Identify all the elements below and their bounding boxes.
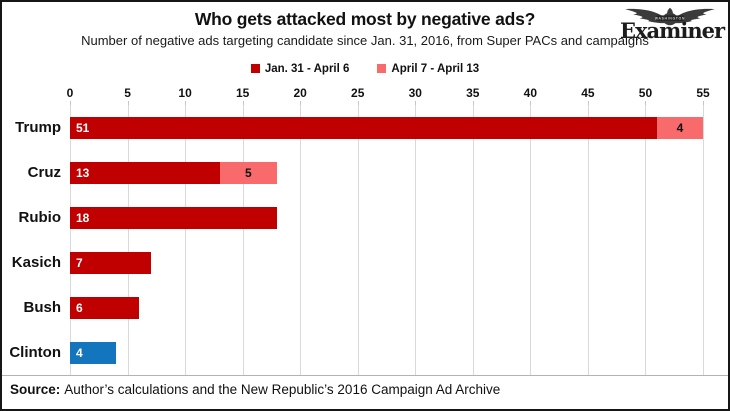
x-axis-label-10: 10 [178,86,192,100]
bar-trump-series2: 4 [656,116,703,139]
legend-swatch-series1 [250,64,260,73]
x-axis-tick [530,101,532,105]
gridline [645,105,647,375]
x-axis-label-20: 20 [293,86,307,100]
gridline [703,105,704,375]
bar-value-label: 4 [676,120,684,135]
x-axis-label-0: 0 [66,86,74,100]
bar-rubio-series1: 18 [70,206,278,229]
chart-body: Trump Cruz Rubio Kasich Bush Clinton 51 4 13 5 18… [2,105,704,375]
bar-value-label: 6 [76,300,83,315]
gridline [185,105,187,375]
bar-row-bush: 6 [70,285,703,330]
bar-row-rubio: 18 [70,195,703,240]
bar-value-label: 13 [76,165,90,180]
x-axis-label-30: 30 [408,86,422,100]
bar-value-label: 4 [76,345,83,360]
eagle-icon: WASHINGTON [625,7,715,26]
gridline [127,105,129,375]
x-axis: 0 5 10 15 20 25 30 35 40 45 50 55 [66,83,710,100]
x-axis-tick [242,101,244,105]
x-axis-label-40: 40 [523,86,538,100]
category-label-rubio: Rubio [18,209,62,226]
x-axis-tick [703,101,704,105]
gridline [587,105,589,375]
gridline [357,105,359,375]
gridline [530,105,532,375]
category-labels: Trump Cruz Rubio Kasich Bush Clinton [2,105,70,375]
gridline [415,105,417,375]
bar-cruz-series1: 13 [70,161,220,184]
bar-kasich-series1: 7 [70,251,151,274]
bar-trump-series1: 51 [70,116,657,139]
bar-rows: 51 4 13 5 18 7 6 4 [70,105,703,375]
chart-title: Who gets attacked most by negative ads? [194,9,536,29]
gridline [242,105,244,375]
x-axis-tick [357,101,359,105]
bar-cruz-series2: 5 [219,161,278,184]
source-text: Author’s calculations and the New Republ… [64,381,501,397]
footer-divider [2,375,728,376]
category-label-trump: Trump [15,119,61,136]
x-axis-ticks [70,100,704,105]
bar-row-clinton: 4 [70,330,703,375]
chart-subtitle: Number of negative ads targeting candida… [81,33,649,48]
category-label-cruz: Cruz [27,164,61,181]
legend-item-series1: Jan. 31 - April 6 [250,62,350,75]
gridline [300,105,302,375]
x-axis-tick [70,101,71,105]
source-label: Source: [10,381,61,397]
logo-city-text: WASHINGTON [655,17,685,21]
bar-row-trump: 51 4 [70,105,703,150]
x-axis-label-5: 5 [124,86,131,100]
source-line: Source: Author’s calculations and the Ne… [2,376,728,402]
gridline [472,105,474,375]
logo-masthead: Examiner [620,18,725,43]
x-axis-tick [587,101,589,105]
x-axis-tick [185,101,187,105]
bar-value-label: 18 [76,210,90,225]
x-axis-label-50: 50 [638,86,653,100]
legend-swatch-series2 [377,64,387,73]
x-axis-label-35: 35 [466,86,480,100]
bar-value-label: 51 [76,120,90,135]
bar-value-label: 7 [76,255,83,270]
x-axis-tick [415,101,417,105]
plot-area: 51 4 13 5 18 7 6 4 [70,105,704,375]
legend-label-series1: Jan. 31 - April 6 [264,62,350,75]
legend-item-series2: April 7 - April 13 [377,63,479,75]
legend-label-series2: April 7 - April 13 [391,62,480,75]
bar-clinton-series1: 4 [70,341,117,364]
x-axis-tick [127,101,129,105]
x-axis-tick [645,101,647,105]
category-label-kasich: Kasich [11,254,61,271]
x-axis-label-15: 15 [235,86,250,100]
bar-bush-series1: 6 [70,296,140,319]
x-axis-label-25: 25 [351,86,365,100]
x-axis-label-45: 45 [581,86,595,100]
bar-row-cruz: 13 5 [70,150,703,195]
category-label-bush: Bush [23,299,62,316]
category-label-clinton: Clinton [9,344,61,361]
x-axis-tick [300,101,302,105]
washington-examiner-logo: WASHINGTON Examiner [620,5,725,43]
bar-value-label: 5 [245,165,252,180]
gridline [70,105,71,375]
x-axis-tick [472,101,474,105]
x-axis-label-55: 55 [696,86,710,100]
legend: Jan. 31 - April 6 April 7 - April 13 [2,61,728,76]
bar-row-kasich: 7 [70,240,703,285]
